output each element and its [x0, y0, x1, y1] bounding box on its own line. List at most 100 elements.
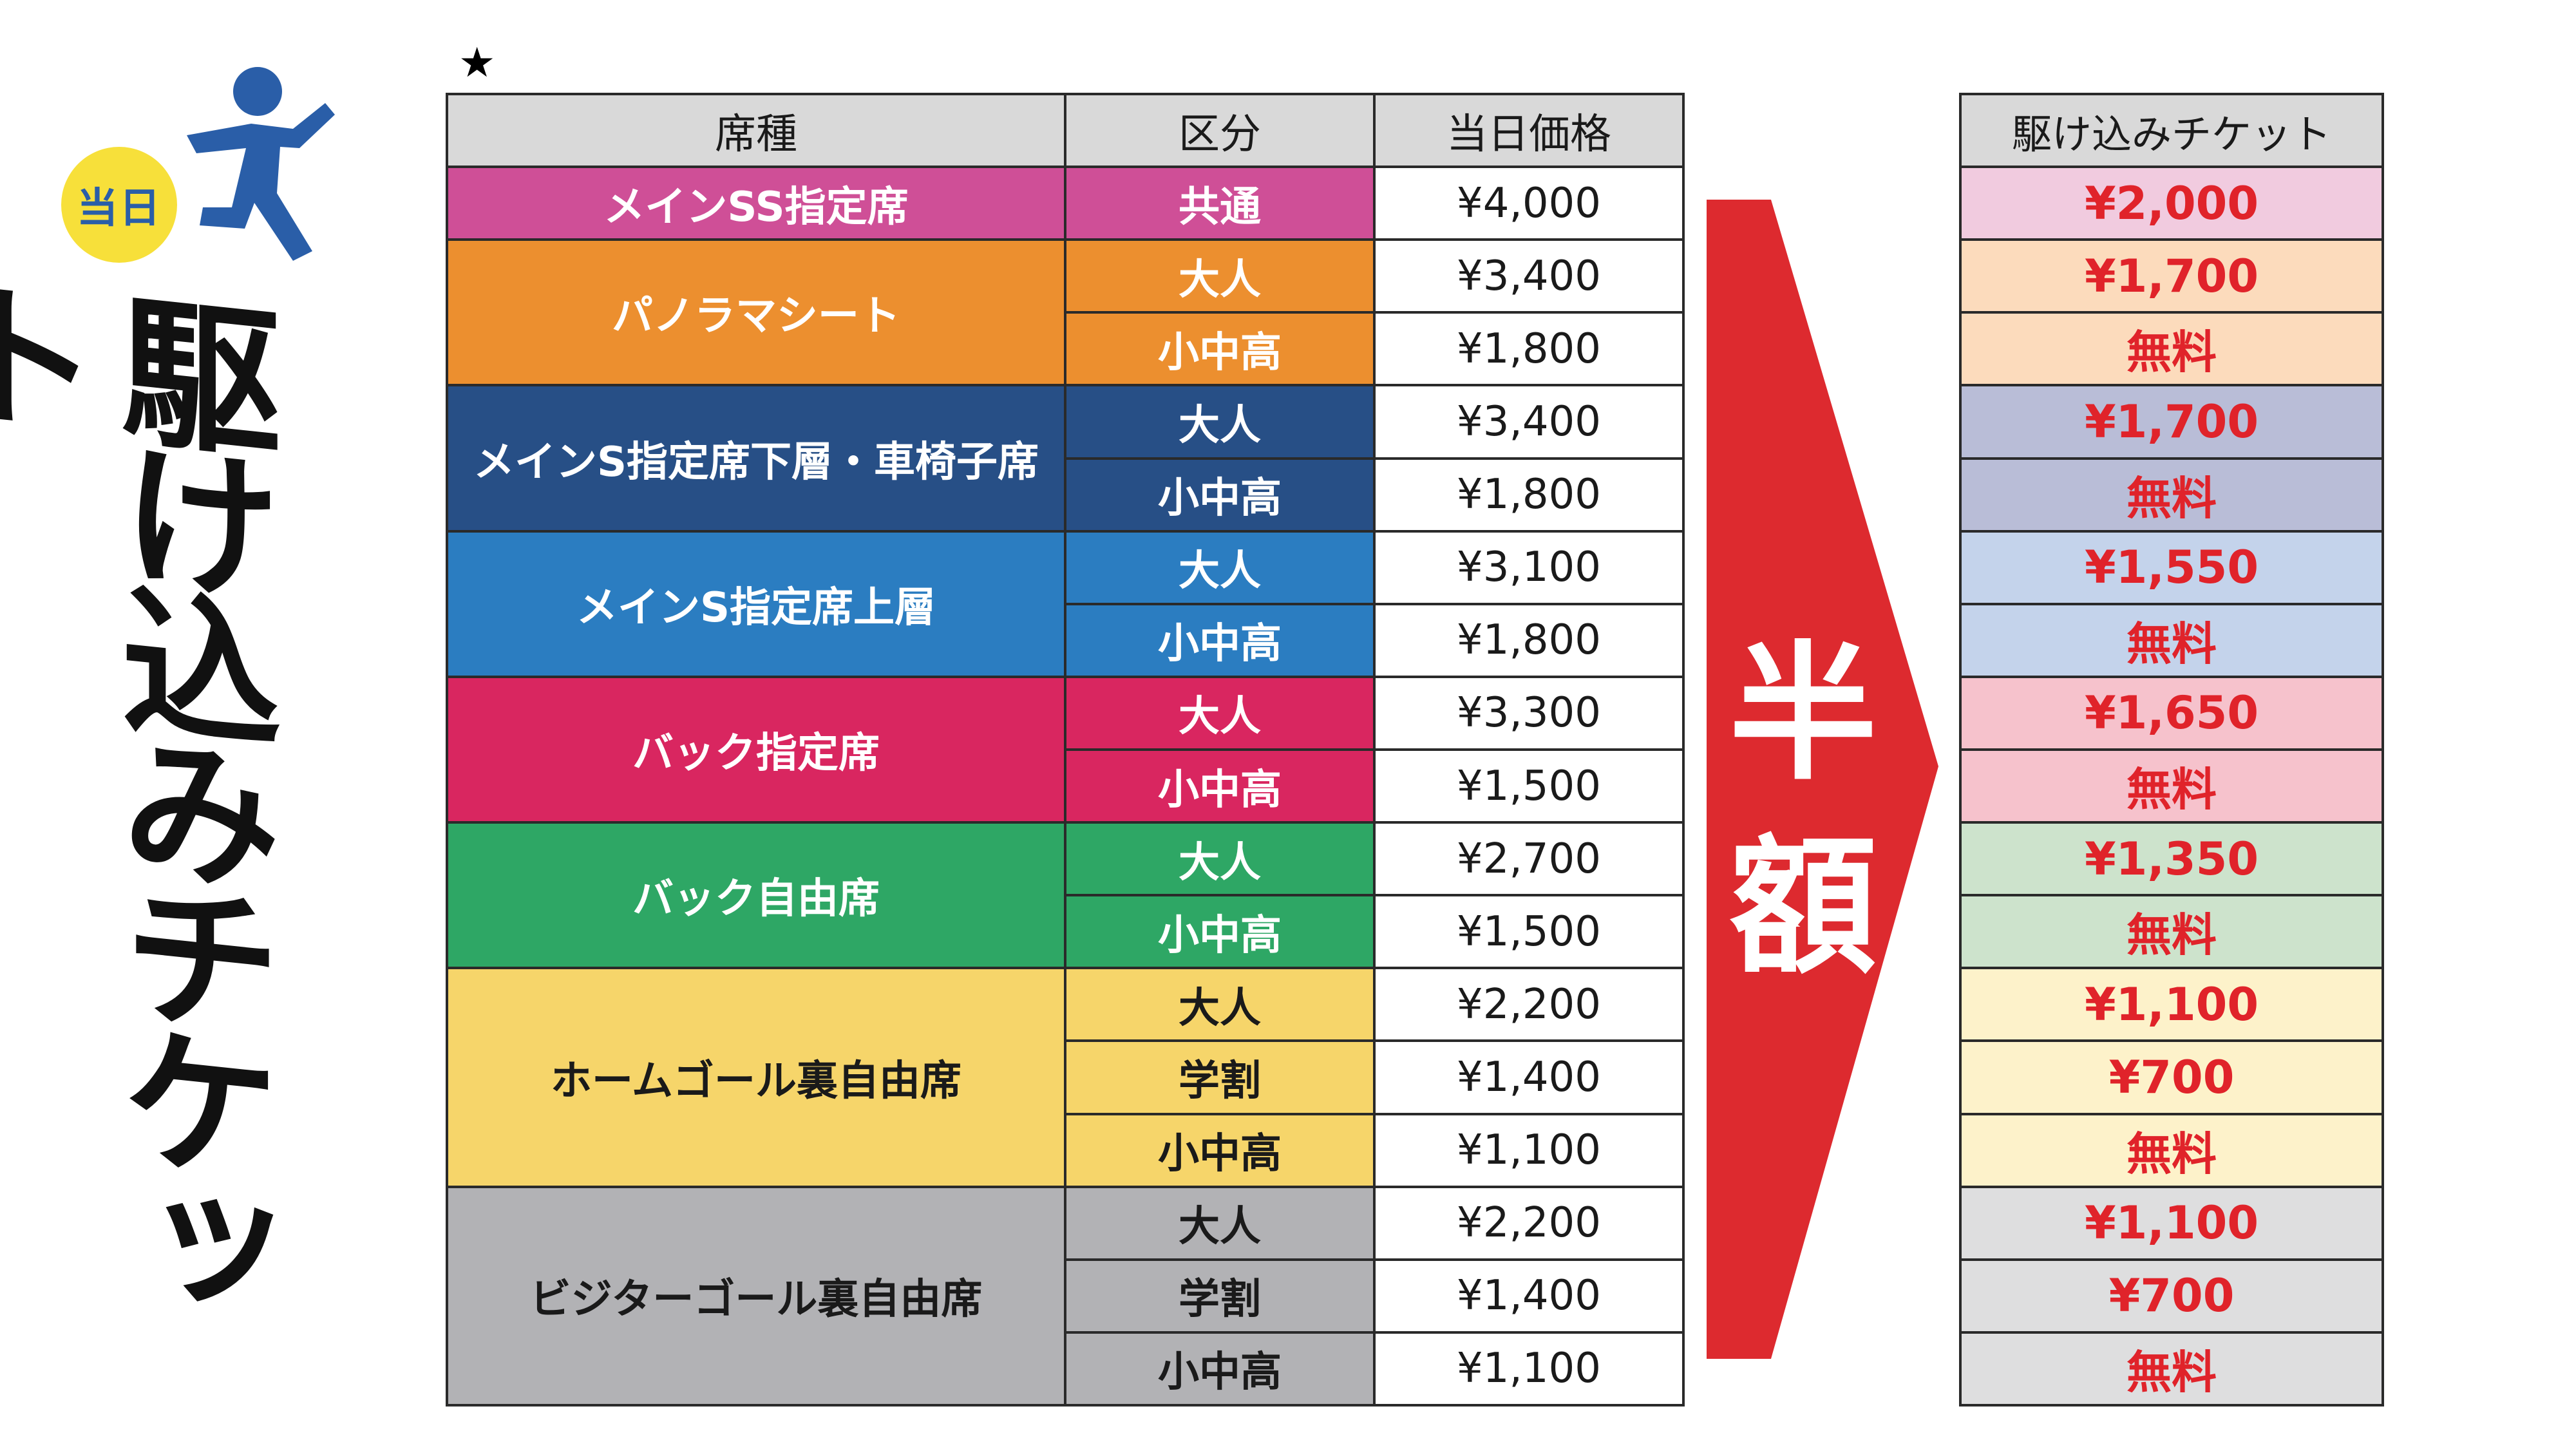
rush-price-cell: 無料 [1959, 1112, 2384, 1188]
seat-name: パノラマシート [446, 238, 1066, 387]
rush-price-cell: ¥1,100 [1959, 967, 2384, 1043]
category-cell: 共通 [1064, 166, 1376, 242]
price-table: 席種 区分 当日価格 メインSS指定席 共通 ¥4,000 パノラマシート 大人… [446, 92, 1685, 1407]
table-row: 無料 [1959, 894, 2384, 970]
rush-price-cell: ¥2,000 [1959, 166, 2384, 242]
star-mark: ★ [459, 39, 496, 87]
table-row: パノラマシート 大人 ¥3,400 [446, 238, 1685, 387]
rush-price-cell: ¥1,650 [1959, 675, 2384, 751]
table-row: ¥1,650 [1959, 675, 2384, 751]
table-row: 無料 [1959, 311, 2384, 387]
price-cell: ¥1,500 [1373, 894, 1685, 970]
table-row: 無料 [1959, 457, 2384, 533]
table-row: 小中高 ¥1,800 [447, 311, 1685, 387]
category-cell: 大人 [1064, 967, 1376, 1043]
category-cell: 大人 [1064, 238, 1376, 314]
seat-name: メインS指定席下層・車椅子席 [446, 384, 1066, 533]
price-cell: ¥3,400 [1373, 384, 1685, 460]
category-cell: 大人 [1064, 675, 1376, 751]
category-cell: 小中高 [1064, 457, 1376, 533]
rush-price-cell: ¥1,100 [1959, 1185, 2384, 1261]
category-cell: 小中高 [1064, 894, 1376, 970]
rush-price-cell: ¥700 [1959, 1258, 2384, 1334]
category-cell: 小中高 [1064, 602, 1376, 678]
table-row: 小中高 ¥1,500 [447, 894, 1685, 970]
category-cell: 大人 [1064, 529, 1376, 605]
price-cell: ¥1,800 [1373, 602, 1685, 678]
rush-price-cell: ¥1,550 [1959, 529, 2384, 605]
category-cell: 小中高 [1064, 1112, 1376, 1188]
table-row: バック指定席 大人 ¥3,300 [446, 675, 1685, 824]
table-header-row: 席種 区分 当日価格 [446, 92, 1685, 169]
category-cell: 大人 [1064, 1185, 1376, 1261]
table-row: ¥1,700 [1959, 238, 2384, 314]
header-seat: 席種 [446, 92, 1066, 169]
seat-name: バック自由席 [446, 821, 1066, 970]
header-category: 区分 [1064, 92, 1376, 169]
table-row: 無料 [1959, 1112, 2384, 1188]
rush-price-cell: ¥700 [1959, 1039, 2384, 1115]
half-price-label: 半額 [1728, 629, 1877, 994]
table-header-row: 駆け込みチケット [1959, 92, 2384, 169]
category-cell: 小中高 [1064, 1331, 1376, 1407]
table-row: メインS指定席上層 大人 ¥3,100 [446, 529, 1685, 678]
price-cell: ¥4,000 [1373, 166, 1685, 242]
table-row: 無料 [1959, 1331, 2384, 1407]
page-title: 駆け込みチケット [0, 264, 279, 1321]
price-cell: ¥1,500 [1373, 748, 1685, 824]
category-cell: 大人 [1064, 821, 1376, 897]
price-cell: ¥1,800 [1373, 311, 1685, 387]
table-row: バック自由席 大人 ¥2,700 [446, 821, 1685, 970]
seat-name: メインS指定席上層 [446, 529, 1066, 678]
price-cell: ¥1,800 [1373, 457, 1685, 533]
price-cell: ¥3,100 [1373, 529, 1685, 605]
table-row: 小中高 ¥1,800 [447, 602, 1685, 678]
rush-price-cell: 無料 [1959, 894, 2384, 970]
rush-price-cell: ¥1,700 [1959, 238, 2384, 314]
category-cell: 小中高 [1064, 311, 1376, 387]
runner-icon [187, 67, 335, 261]
table-row: 無料 [1959, 748, 2384, 824]
rush-price-cell: 無料 [1959, 311, 2384, 387]
arrow-right-icon [1707, 200, 1938, 1359]
rush-ticket-table: 駆け込みチケット ¥2,000 ¥1,700 無料 ¥1,700 無料 ¥1,5… [1959, 92, 2384, 1407]
seat-name: メインSS指定席 [446, 166, 1066, 242]
price-cell: ¥2,700 [1373, 821, 1685, 897]
table-row: ¥1,350 [1959, 821, 2384, 897]
category-cell: 小中高 [1064, 748, 1376, 824]
category-cell: 大人 [1064, 384, 1376, 460]
table-row: ¥2,000 [1959, 166, 2384, 242]
same-day-badge: 当日 [61, 147, 177, 263]
price-cell: ¥3,400 [1373, 238, 1685, 314]
table-row: メインS指定席下層・車椅子席 大人 ¥3,400 [446, 384, 1685, 533]
rush-price-cell: ¥1,700 [1959, 384, 2384, 460]
table-row: メインSS指定席 共通 ¥4,000 [446, 166, 1685, 242]
price-cell: ¥2,200 [1373, 967, 1685, 1043]
table-row: 学割 ¥1,400 [447, 1039, 1685, 1115]
price-cell: ¥1,400 [1373, 1039, 1685, 1115]
table-row: 小中高 ¥1,800 [447, 457, 1685, 533]
table-row: ¥1,700 [1959, 384, 2384, 460]
table-row: ¥1,100 [1959, 967, 2384, 1043]
header-price: 当日価格 [1373, 92, 1685, 169]
rush-price-cell: 無料 [1959, 1331, 2384, 1407]
rush-price-cell: 無料 [1959, 748, 2384, 824]
price-cell: ¥2,200 [1373, 1185, 1685, 1261]
seat-name: バック指定席 [446, 675, 1066, 824]
category-cell: 学割 [1064, 1258, 1376, 1334]
table-row: ホームゴール裏自由席 大人 ¥2,200 [446, 967, 1685, 1188]
category-cell: 学割 [1064, 1039, 1376, 1115]
rush-price-cell: 無料 [1959, 602, 2384, 678]
seat-name: ホームゴール裏自由席 [446, 967, 1066, 1188]
price-cell: ¥1,100 [1373, 1112, 1685, 1188]
table-row: ¥700 [1959, 1039, 2384, 1115]
table-row: 小中高 ¥1,100 [447, 1112, 1685, 1188]
table-row: 学割 ¥1,400 [447, 1258, 1685, 1334]
header-rush-ticket: 駆け込みチケット [1959, 92, 2384, 169]
table-row: ¥1,550 [1959, 529, 2384, 605]
table-row: 無料 [1959, 602, 2384, 678]
table-row: 小中高 ¥1,100 [447, 1331, 1685, 1407]
price-cell: ¥1,400 [1373, 1258, 1685, 1334]
rush-price-cell: 無料 [1959, 457, 2384, 533]
table-row: 小中高 ¥1,500 [447, 748, 1685, 824]
